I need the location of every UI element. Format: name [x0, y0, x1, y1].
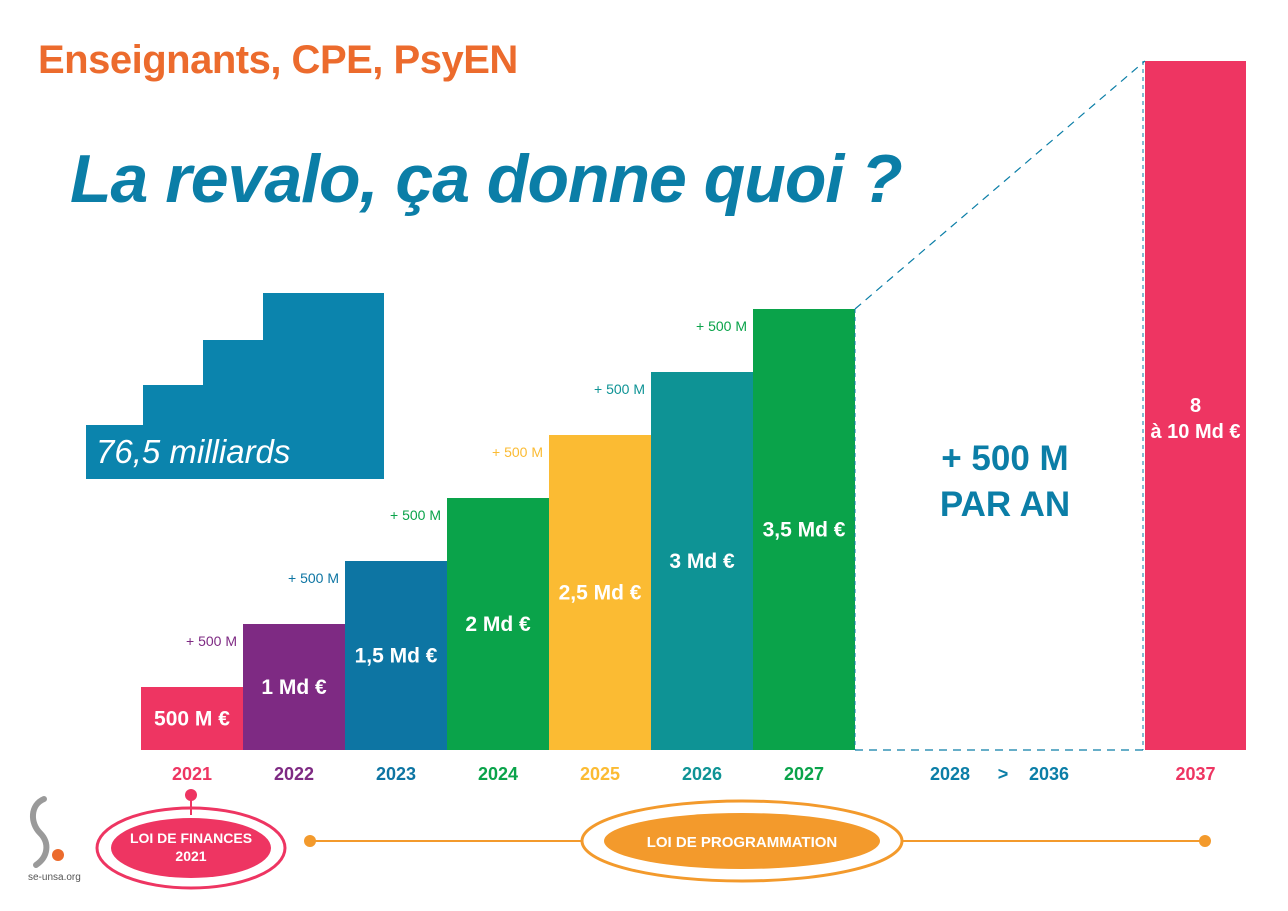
- bar-2022: [243, 624, 345, 750]
- year-label-2027: 2027: [784, 764, 824, 784]
- se-unsa-logo-icon: [30, 796, 64, 868]
- year-label-2023: 2023: [376, 764, 416, 784]
- year-label-2024: 2024: [478, 764, 518, 784]
- year-label-2037: 2037: [1175, 764, 1215, 784]
- projection-line-top: [854, 60, 1146, 310]
- stair-step-3: [263, 293, 384, 433]
- bar-2024: [447, 498, 549, 750]
- projection-rate-label: + 500 M PAR AN: [905, 436, 1105, 528]
- logo-text: se-unsa.org: [28, 872, 81, 883]
- stair-step-2: [203, 340, 273, 433]
- bar-2025: [549, 435, 651, 750]
- year-label-2021: 2021: [172, 764, 212, 784]
- value-label-2021: 500 M €: [154, 708, 230, 731]
- projection-rate-line2: PAR AN: [939, 485, 1071, 524]
- bar-2037: [1145, 61, 1246, 750]
- year-label-2025: 2025: [580, 764, 620, 784]
- year-label-2026: 2026: [682, 764, 722, 784]
- increment-label-2021: + 500 M: [186, 633, 237, 649]
- timeline-start-dot: [304, 835, 316, 847]
- total-amount-badge: 76,5 milliards d’euros: [86, 425, 384, 524]
- value-label-2024: 2 Md €: [465, 613, 531, 636]
- value-label-2025: 2,5 Md €: [559, 582, 642, 605]
- page-title: La revalo, ça donne quoi ?: [70, 141, 903, 217]
- bar-2027: [753, 309, 855, 750]
- value-label-2026: 3 Md €: [669, 550, 735, 573]
- year-label-2022: 2022: [274, 764, 314, 784]
- bar-2023: [345, 561, 447, 750]
- bar-2021: [141, 687, 243, 750]
- finances-pin-dot: [185, 789, 197, 801]
- finances-badge: [111, 818, 271, 878]
- increment-label-2023: + 500 M: [390, 507, 441, 523]
- value-label-2022: 1 Md €: [261, 676, 327, 699]
- increment-label-2026: + 500 M: [696, 318, 747, 334]
- value-label-2027: 3,5 Md €: [763, 519, 846, 542]
- year-label-period-end: 2036: [1029, 764, 1069, 784]
- programmation-badge-label: LOI DE PROGRAMMATION: [647, 834, 838, 851]
- bar-2026: [651, 372, 753, 750]
- increment-label-2024: + 500 M: [492, 444, 543, 460]
- page-subtitle: Enseignants, CPE, PsyEN: [38, 38, 518, 82]
- timeline-end-dot: [1199, 835, 1211, 847]
- projection-rate-line1: + 500 M: [941, 439, 1069, 478]
- finances-outer-ring: [95, 806, 287, 890]
- programmation-badge: [604, 813, 880, 869]
- increment-label-2025: + 500 M: [594, 381, 645, 397]
- finances-badge-label: LOI DE FINANCES 2021: [130, 830, 252, 864]
- year-label-period-start: 2028: [930, 764, 970, 784]
- increment-label-2022: + 500 M: [288, 570, 339, 586]
- value-label-2023: 1,5 Md €: [355, 645, 438, 668]
- year-label-period-separator: >: [998, 764, 1009, 784]
